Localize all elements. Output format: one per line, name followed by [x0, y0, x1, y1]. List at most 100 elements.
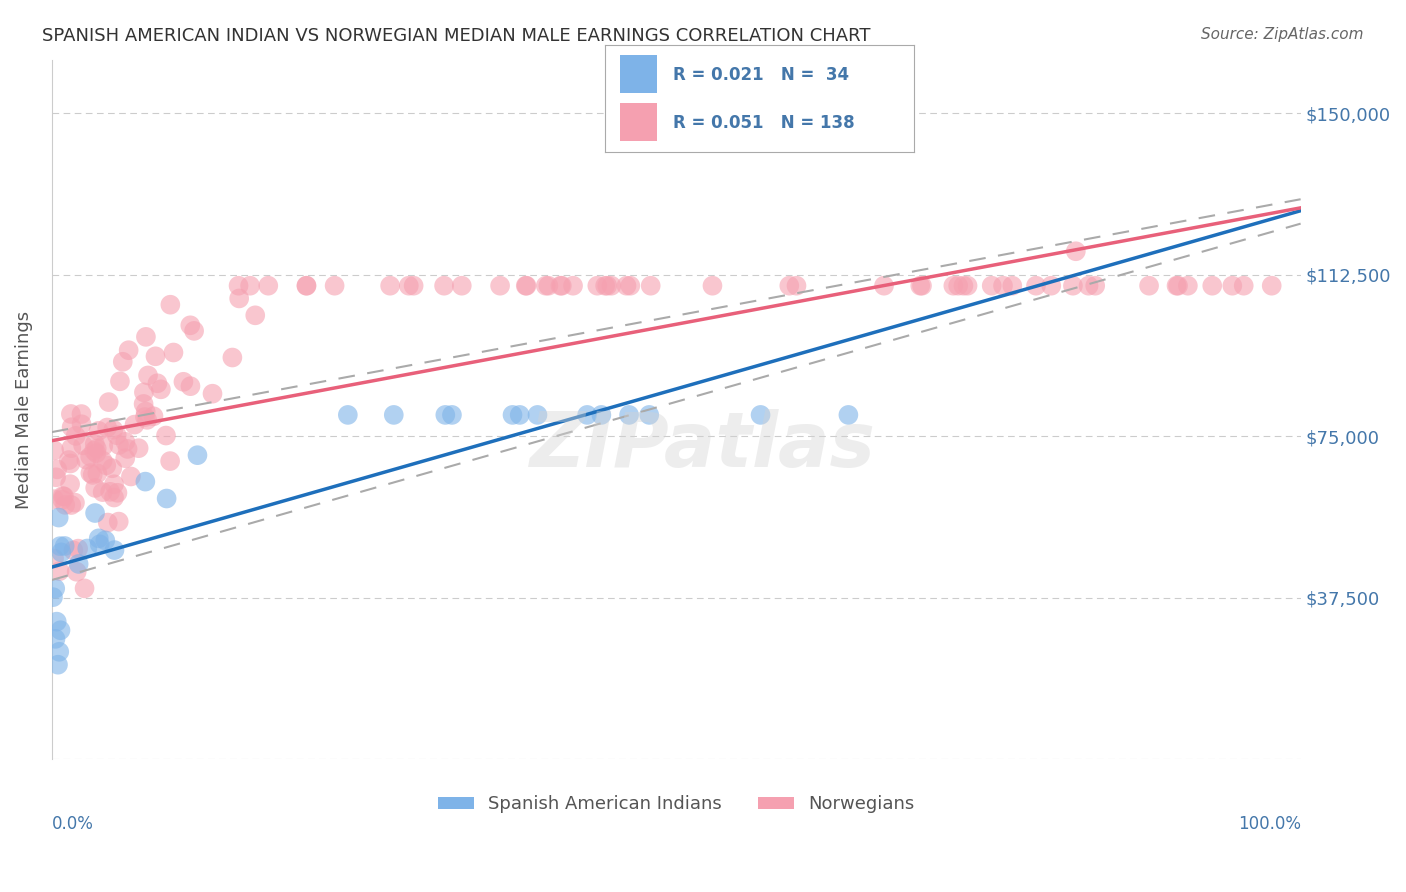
Point [1201, 278, 1223, 293]
Text: 100.0%: 100.0% [1237, 815, 1301, 833]
Point [911, 278, 934, 293]
Point [79, 466, 101, 480]
Point [600, 278, 623, 293]
Point [48, 645, 70, 659]
Point [550, 278, 572, 293]
Point [1040, 278, 1063, 293]
Point [53, 539, 76, 553]
Point [73, 582, 96, 596]
Point [526, 408, 548, 422]
Point [86, 446, 108, 460]
Point [1233, 278, 1256, 293]
Point [124, 417, 146, 432]
Point [53, 498, 76, 512]
Point [778, 278, 800, 293]
Point [1062, 278, 1084, 293]
Point [640, 278, 662, 293]
Point [48, 564, 70, 578]
Point [120, 469, 142, 483]
Point [135, 404, 157, 418]
Point [1167, 278, 1189, 293]
Text: ZIPatlas: ZIPatlas [530, 409, 876, 483]
Point [155, 428, 177, 442]
Point [785, 278, 807, 293]
Point [323, 278, 346, 293]
Point [593, 278, 616, 293]
Point [117, 442, 139, 456]
Point [534, 278, 557, 293]
Point [336, 408, 359, 422]
Point [91, 439, 114, 453]
Point [562, 278, 585, 293]
Text: Source: ZipAtlas.com: Source: ZipAtlas.com [1201, 27, 1364, 42]
Point [135, 330, 157, 344]
Point [434, 408, 457, 422]
Point [398, 278, 420, 293]
Point [946, 278, 969, 293]
Point [952, 278, 974, 293]
Point [98, 484, 121, 499]
Point [179, 379, 201, 393]
Point [1137, 278, 1160, 293]
Point [53, 490, 76, 504]
Point [1025, 278, 1047, 293]
Point [245, 308, 267, 322]
Point [107, 485, 129, 500]
Point [76, 541, 98, 556]
Point [103, 477, 125, 491]
Point [616, 278, 638, 293]
Point [86, 467, 108, 481]
Point [89, 537, 111, 551]
Point [82, 467, 104, 482]
Point [586, 278, 609, 293]
Point [146, 376, 169, 391]
Point [239, 278, 262, 293]
Point [134, 410, 156, 425]
Point [42, 443, 65, 458]
Text: R = 0.051   N = 138: R = 0.051 N = 138 [672, 114, 855, 132]
Point [70, 407, 93, 421]
Point [228, 292, 250, 306]
Point [48, 510, 70, 524]
Point [450, 278, 472, 293]
Point [45, 470, 67, 484]
Point [42, 551, 65, 566]
Point [156, 491, 179, 506]
Point [136, 413, 159, 427]
Point [65, 429, 87, 443]
Point [596, 278, 619, 293]
Point [1166, 278, 1188, 293]
Point [132, 385, 155, 400]
Point [44, 582, 66, 596]
Point [67, 557, 90, 571]
Point [45, 615, 67, 629]
Point [42, 492, 65, 507]
Point [440, 408, 463, 422]
FancyBboxPatch shape [620, 55, 657, 93]
Point [910, 278, 932, 293]
Point [42, 590, 65, 604]
Point [103, 423, 125, 437]
Point [49, 624, 72, 638]
Point [114, 434, 136, 449]
Point [66, 565, 89, 579]
Text: R = 0.021   N =  34: R = 0.021 N = 34 [672, 66, 849, 84]
Point [44, 632, 66, 646]
Point [96, 458, 118, 473]
Point [489, 278, 512, 293]
Point [1001, 278, 1024, 293]
Point [52, 489, 75, 503]
Point [142, 409, 165, 424]
Point [60, 498, 83, 512]
Legend: Spanish American Indians, Norwegians: Spanish American Indians, Norwegians [430, 788, 922, 821]
Point [101, 461, 124, 475]
Point [179, 318, 201, 333]
Point [149, 382, 172, 396]
Point [60, 420, 83, 434]
Point [991, 278, 1014, 293]
Point [172, 375, 194, 389]
Point [617, 408, 640, 422]
Point [132, 397, 155, 411]
FancyBboxPatch shape [620, 103, 657, 141]
Point [382, 408, 405, 422]
